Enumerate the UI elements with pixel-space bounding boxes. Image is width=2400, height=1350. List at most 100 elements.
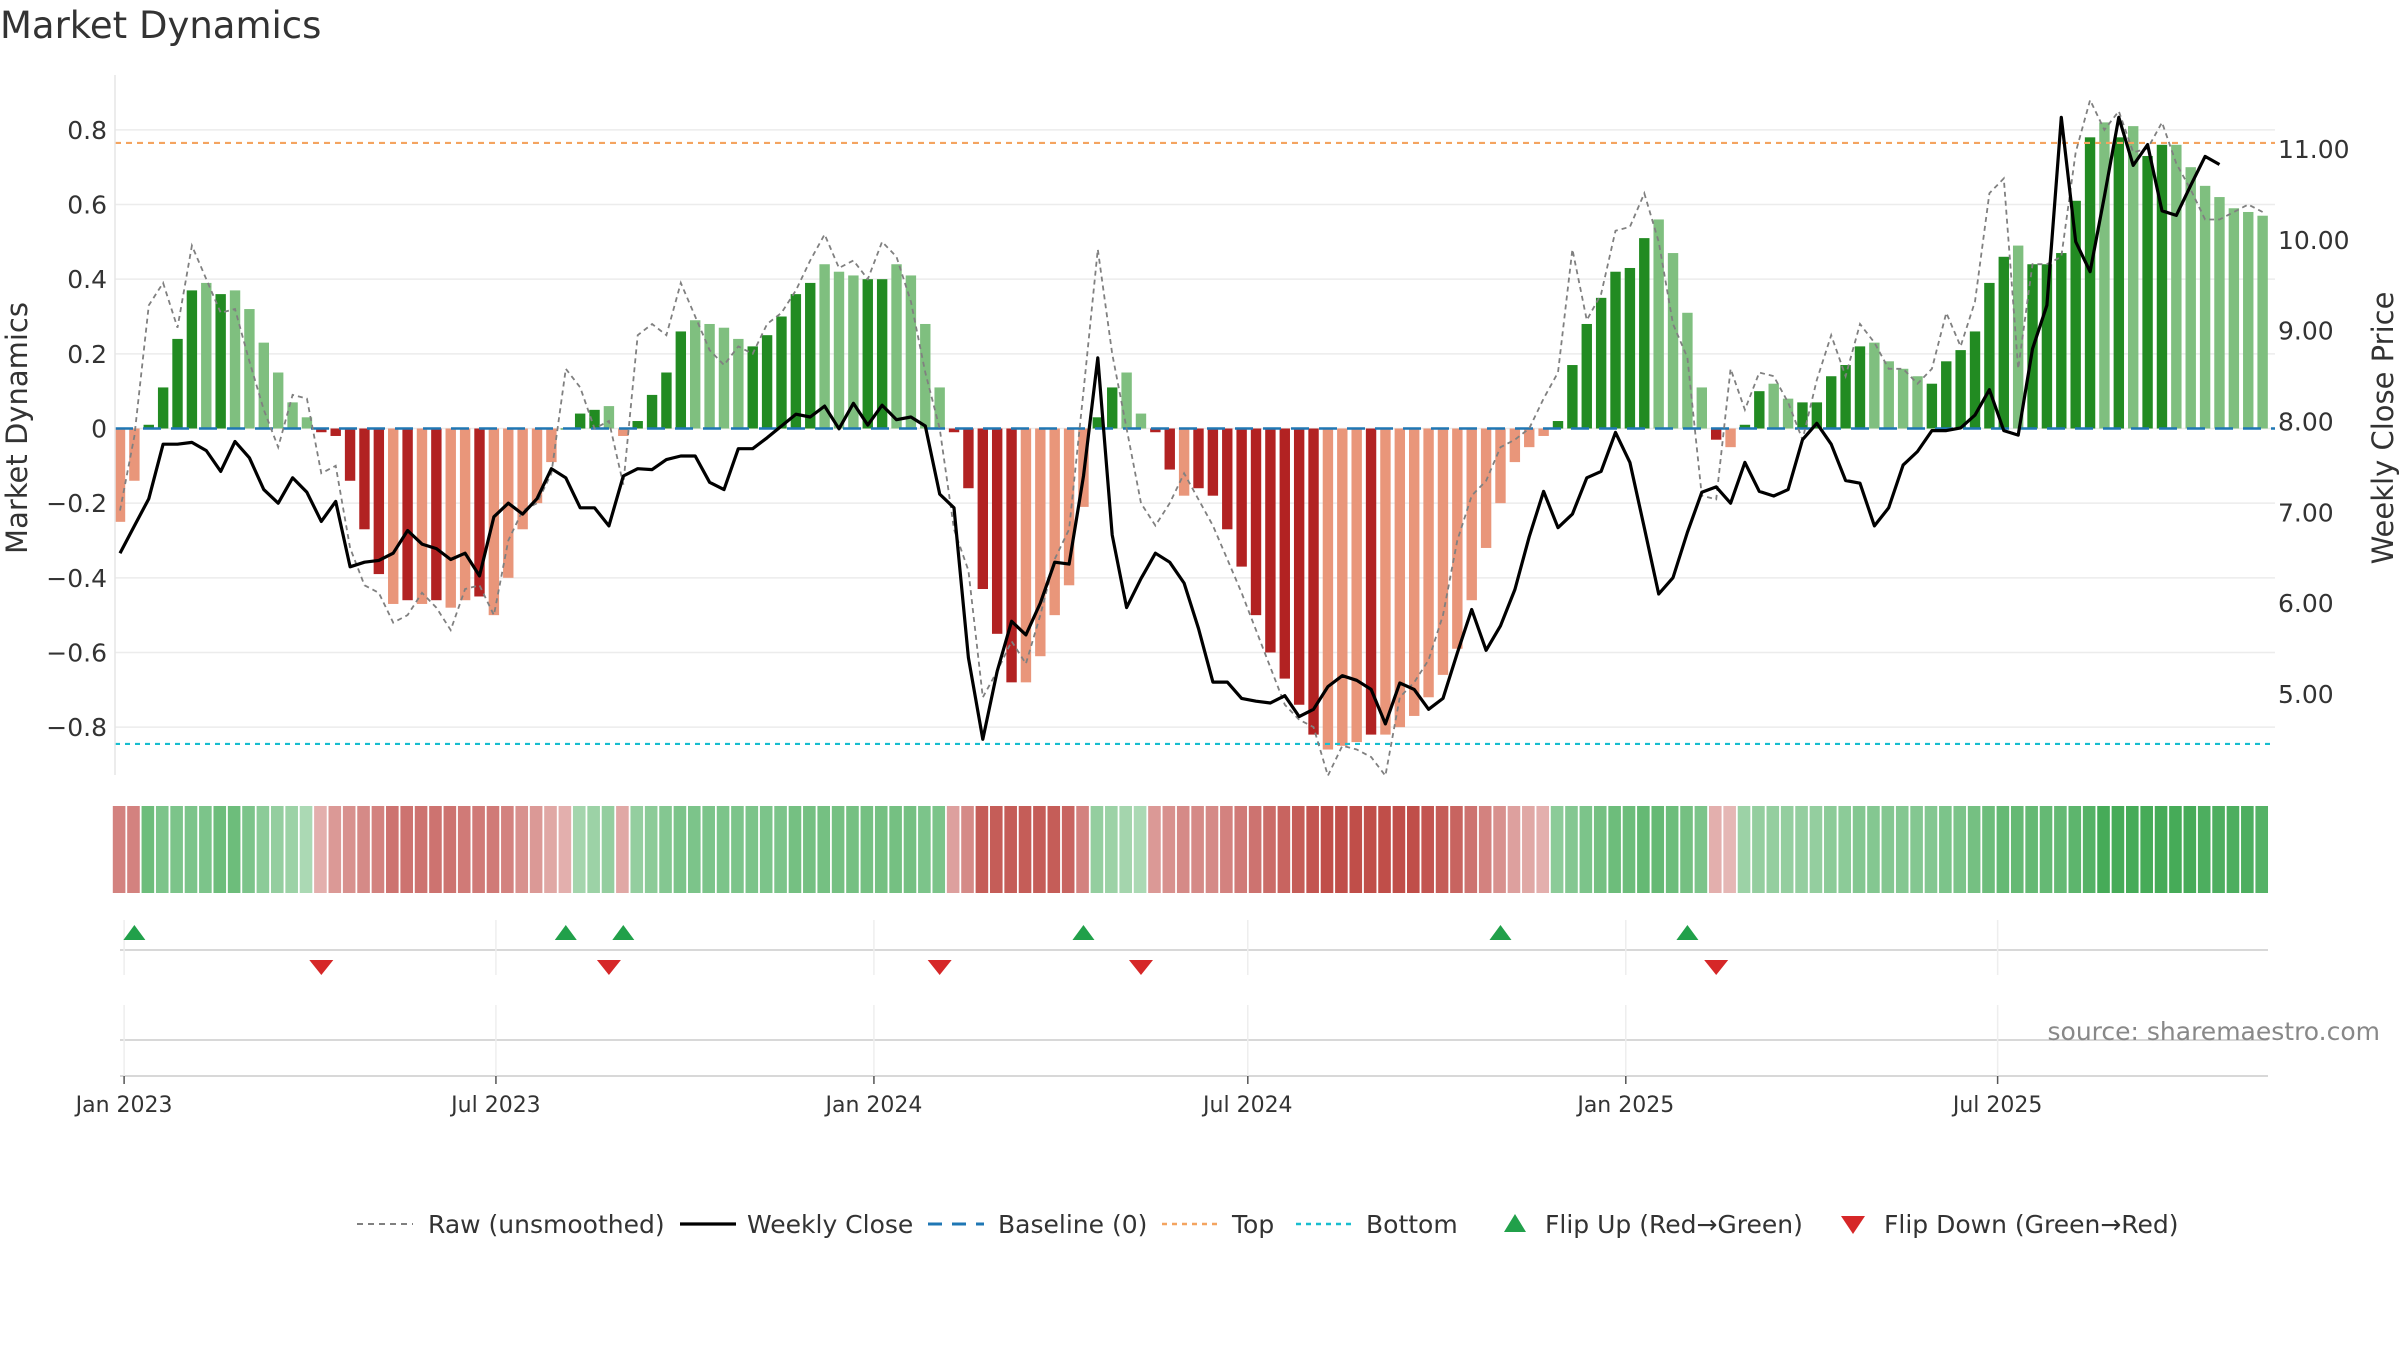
legend-flip-down-label: Flip Down (Green→Red) (1884, 1210, 2179, 1239)
heat-cell (213, 806, 227, 893)
bar (1437, 428, 1449, 675)
bar (330, 428, 341, 436)
bar (704, 323, 715, 429)
heat-cell (386, 806, 399, 893)
heat-cell (1924, 806, 1938, 893)
bar (287, 402, 298, 429)
bar (1926, 383, 1938, 429)
bar (1279, 428, 1290, 679)
bar (531, 428, 543, 504)
bar (2012, 245, 2024, 429)
heat-cell (788, 806, 802, 893)
y-tick-label: 0.2 (67, 340, 107, 369)
heat-cell (2025, 806, 2038, 893)
heat-cell (256, 806, 270, 893)
heat-cell (601, 806, 615, 893)
bar (1682, 312, 1693, 429)
heat-cell (371, 806, 385, 893)
heat-cell (1708, 806, 1722, 893)
y-axis-label: Market Dynamics (0, 302, 34, 554)
heat-cell (1176, 806, 1190, 893)
heat-cell (817, 806, 831, 893)
bottom-panel: Jan 2023 Jul 2023 Jan 2024 Jul 2024 Jan 2025… (74, 1005, 2268, 1118)
bar (1782, 398, 1794, 429)
heat-cell (903, 806, 917, 893)
flip-down-marker (596, 960, 621, 975)
bar (1135, 413, 1147, 429)
heat-cell (170, 806, 183, 893)
bar (963, 428, 974, 489)
bar (905, 275, 917, 429)
bar (459, 428, 471, 601)
bar (589, 409, 600, 429)
y2-tick-label: 10.00 (2278, 226, 2350, 255)
x-tick-label: Jul 2024 (1201, 1093, 1293, 1118)
y-tick-label: 0.8 (67, 116, 107, 145)
heat-cell (1622, 806, 1636, 893)
heat-cell (587, 806, 600, 893)
bar (129, 428, 140, 481)
y2-tick-label: 7.00 (2278, 498, 2334, 527)
bar (934, 387, 945, 429)
heat-cell (2097, 806, 2110, 893)
heat-cell (1752, 806, 1765, 893)
heat-cell (1895, 806, 1909, 893)
bar (1984, 282, 1995, 429)
heat-cell (1119, 806, 1132, 893)
heat-strip (112, 806, 2269, 893)
bar (1035, 428, 1046, 657)
bar (790, 294, 802, 429)
bar (1351, 428, 1362, 743)
heat-cell (673, 806, 687, 893)
bar (1897, 368, 1909, 429)
heat-cell (429, 806, 442, 893)
x-tick-label: Jul 2025 (1951, 1093, 2043, 1118)
flip-up-marker (1676, 925, 1699, 940)
heat-cell (1133, 806, 1147, 893)
heat-cell (2082, 806, 2096, 893)
heat-cell (1565, 806, 1578, 893)
bar (1063, 428, 1075, 586)
x-tick-label: Jan 2025 (1575, 1093, 1674, 1118)
heat-cell (1852, 806, 1866, 893)
bar (2041, 264, 2053, 429)
bar (272, 372, 284, 429)
heat-cell (889, 806, 902, 893)
heat-cell (659, 806, 672, 893)
heat-cell (1349, 806, 1363, 893)
heat-cell (2154, 806, 2168, 893)
weekly-close-line (118, 115, 2221, 741)
heat-cell (1335, 806, 1348, 893)
bar (1797, 402, 1808, 429)
bar (215, 294, 226, 429)
heat-cell (184, 806, 198, 893)
heat-cell (1780, 806, 1794, 893)
heat-cell (989, 806, 1003, 893)
heat-cell (1277, 806, 1291, 893)
heat-cell (644, 806, 658, 893)
heat-cell (515, 806, 529, 893)
heat-cell (1464, 806, 1478, 893)
bar (1020, 428, 1032, 683)
heat-cell (1291, 806, 1305, 893)
heat-cell (946, 806, 960, 893)
flip-down-marker (1704, 960, 1729, 975)
heat-cell (961, 806, 974, 893)
heat-cell (457, 806, 471, 893)
bar (229, 290, 241, 429)
heat-cell (544, 806, 557, 893)
bar (1969, 331, 1981, 429)
bar (1581, 323, 1592, 429)
bar (574, 413, 586, 429)
bar (1423, 428, 1434, 698)
heat-cell (1018, 806, 1032, 893)
heat-cell (141, 806, 155, 893)
bar (1912, 376, 1923, 429)
heat-cell (1105, 806, 1118, 893)
heat-cell (846, 806, 859, 893)
heat-cell (1737, 806, 1751, 893)
y2-tick-label: 6.00 (2278, 589, 2334, 618)
heat-cell (860, 806, 874, 893)
bar (1595, 297, 1607, 429)
bar (258, 342, 269, 429)
